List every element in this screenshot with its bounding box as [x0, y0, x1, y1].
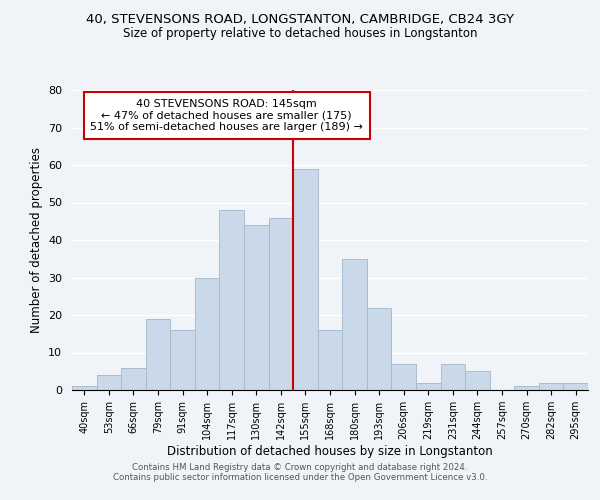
- Bar: [391, 364, 416, 390]
- Bar: [342, 259, 367, 390]
- Bar: [146, 319, 170, 390]
- Bar: [293, 169, 318, 390]
- Bar: [72, 386, 97, 390]
- Text: 40, STEVENSONS ROAD, LONGSTANTON, CAMBRIDGE, CB24 3GY: 40, STEVENSONS ROAD, LONGSTANTON, CAMBRI…: [86, 12, 514, 26]
- Y-axis label: Number of detached properties: Number of detached properties: [29, 147, 43, 333]
- Bar: [318, 330, 342, 390]
- Bar: [244, 225, 269, 390]
- Bar: [514, 386, 539, 390]
- Bar: [97, 375, 121, 390]
- X-axis label: Distribution of detached houses by size in Longstanton: Distribution of detached houses by size …: [167, 445, 493, 458]
- Bar: [220, 210, 244, 390]
- Bar: [416, 382, 440, 390]
- Text: Contains HM Land Registry data © Crown copyright and database right 2024.
Contai: Contains HM Land Registry data © Crown c…: [113, 463, 487, 482]
- Bar: [269, 218, 293, 390]
- Bar: [195, 278, 220, 390]
- Text: 40 STEVENSONS ROAD: 145sqm
← 47% of detached houses are smaller (175)
51% of sem: 40 STEVENSONS ROAD: 145sqm ← 47% of deta…: [91, 99, 363, 132]
- Text: Size of property relative to detached houses in Longstanton: Size of property relative to detached ho…: [123, 28, 477, 40]
- Bar: [539, 382, 563, 390]
- Bar: [170, 330, 195, 390]
- Bar: [367, 308, 391, 390]
- Bar: [563, 382, 588, 390]
- Bar: [465, 371, 490, 390]
- Bar: [440, 364, 465, 390]
- Bar: [121, 368, 146, 390]
